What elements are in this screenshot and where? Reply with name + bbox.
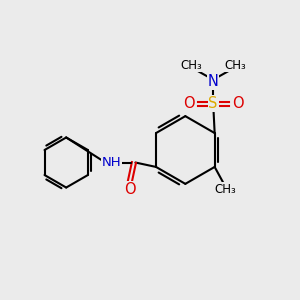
- Text: N: N: [208, 74, 219, 89]
- Text: O: O: [232, 96, 243, 111]
- Text: NH: NH: [102, 156, 122, 169]
- Text: S: S: [208, 96, 218, 111]
- Text: CH₃: CH₃: [214, 182, 236, 196]
- Text: CH₃: CH₃: [224, 59, 246, 72]
- Text: O: O: [124, 182, 135, 196]
- Text: CH₃: CH₃: [180, 59, 202, 72]
- Text: O: O: [183, 96, 195, 111]
